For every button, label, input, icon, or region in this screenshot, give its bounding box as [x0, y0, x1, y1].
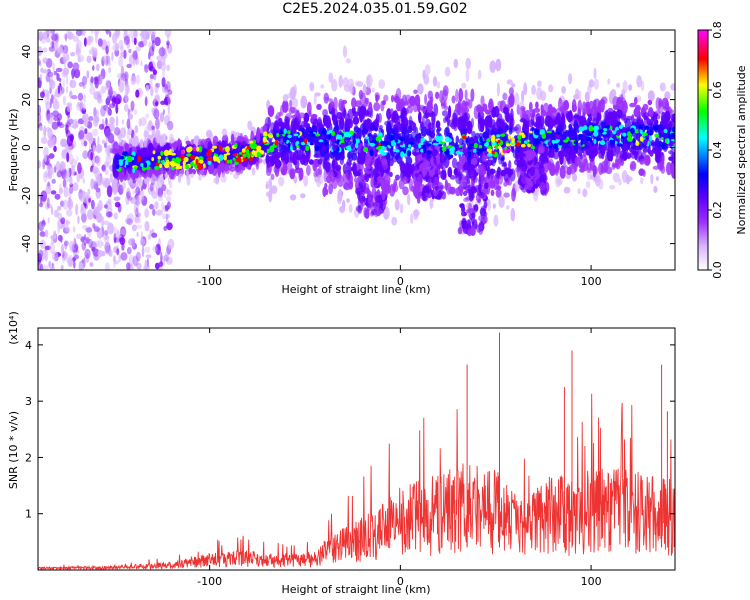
x-tick-label: 100 — [581, 575, 602, 588]
spectrogram-panel: -100 0 100 -40 -20 0 20 40 Height of straight l… — [7, 29, 676, 296]
x-tick-label: 100 — [581, 275, 602, 288]
y-tick-label: -20 — [20, 187, 33, 205]
x-tick-label: 0 — [397, 275, 404, 288]
spectrogram-image — [38, 30, 675, 270]
chart-title: C2E5.2024.035.01.59.G02 — [282, 1, 468, 17]
x-tick-label: 0 — [397, 575, 404, 588]
y-tick-label: 4 — [25, 339, 32, 352]
colorbar-tick-label: 0.0 — [711, 261, 724, 279]
x-tick-label: -100 — [197, 275, 222, 288]
snr-frame — [37, 327, 676, 571]
y-tick-label: 2 — [25, 451, 32, 464]
snr-multiplier: (x10⁴) — [7, 311, 20, 345]
spectrogram-y-label: Frequency (Hz) — [7, 109, 20, 192]
spectrogram-frame — [37, 29, 676, 271]
colorbar-label: Normalized spectral amplitude — [735, 65, 748, 234]
y-tick-label: 0 — [20, 144, 33, 151]
y-tick-label: 1 — [25, 508, 32, 521]
y-tick-label: -40 — [20, 235, 33, 253]
colorbar-tick-label: 0.4 — [711, 141, 724, 159]
spectrogram-axes: -100 0 100 -40 -20 0 20 40 — [20, 30, 675, 288]
snr-trace — [38, 332, 675, 570]
colorbar-tick-label: 0.2 — [711, 201, 724, 219]
snr-x-label: Height of straight line (km) — [281, 583, 430, 596]
x-tick-label: -100 — [197, 575, 222, 588]
snr-y-label: SNR (10 * v/v) — [7, 411, 20, 489]
colorbar-tick-label: 0.8 — [711, 21, 724, 39]
colorbar-ticks: 0.0 0.2 0.4 0.6 0.8 — [708, 21, 724, 279]
y-tick-label: 3 — [25, 395, 32, 408]
snr-panel: -100 0 100 1 2 3 4 Height of straight line (km… — [7, 311, 676, 596]
colorbar-gradient — [698, 30, 708, 270]
y-tick-label: 20 — [20, 93, 33, 107]
snr-series-line — [38, 393, 675, 570]
spectrogram-x-label: Height of straight line (km) — [281, 283, 430, 296]
colorbar: 0.0 0.2 0.4 0.6 0.8 Normalized spectral ampl… — [697, 21, 748, 279]
y-tick-label: 40 — [20, 45, 33, 59]
snr-axes: -100 0 100 1 2 3 4 — [25, 328, 675, 588]
colorbar-tick-label: 0.6 — [711, 81, 724, 99]
